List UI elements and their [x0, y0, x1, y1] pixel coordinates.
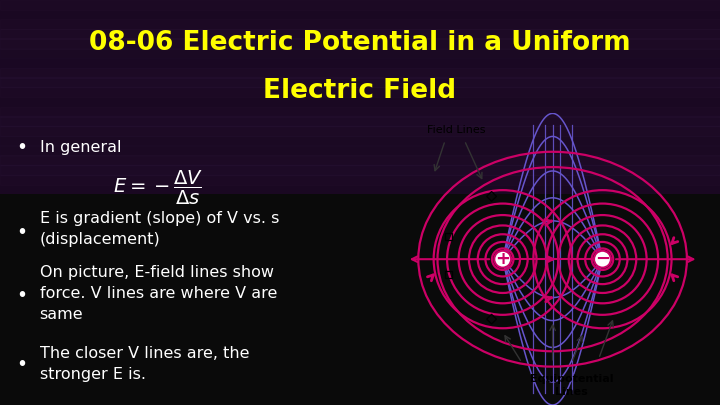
Bar	[0, 116, 720, 126]
Bar	[0, 136, 720, 146]
Text: +: +	[495, 250, 510, 268]
Bar	[0, 0, 720, 10]
Bar	[0, 87, 720, 97]
Bar	[0, 77, 720, 87]
Bar	[0, 38, 720, 49]
Bar	[0, 58, 720, 68]
Bar	[0, 9, 720, 19]
Text: •: •	[16, 355, 27, 374]
Bar	[0, 29, 720, 39]
Bar	[0, 175, 720, 185]
Text: Electric Field: Electric Field	[264, 78, 456, 104]
Bar	[0, 126, 720, 136]
Bar	[0, 97, 720, 107]
Bar	[0, 155, 720, 165]
Bar	[445, 233, 452, 240]
Text: E is gradient (slope) of V vs. s
(displacement): E is gradient (slope) of V vs. s (displa…	[40, 211, 279, 247]
Bar	[0, 145, 720, 156]
Text: Equipotential
Lines: Equipotential Lines	[530, 374, 613, 397]
Bar	[0, 48, 720, 58]
Text: On picture, E-field lines show
force. V lines are where V are
same: On picture, E-field lines show force. V …	[40, 265, 277, 322]
Text: In general: In general	[40, 140, 121, 156]
Bar	[0, 68, 720, 78]
Circle shape	[494, 251, 511, 268]
Bar	[0, 0, 720, 194]
Text: $E = -\dfrac{\Delta V}{\Delta s}$: $E = -\dfrac{\Delta V}{\Delta s}$	[113, 169, 204, 207]
Bar	[487, 314, 497, 324]
Bar	[0, 107, 720, 117]
Text: •: •	[16, 224, 27, 242]
Text: 08-06 Electric Potential in a Uniform: 08-06 Electric Potential in a Uniform	[89, 30, 631, 55]
Bar	[487, 192, 497, 201]
Circle shape	[594, 251, 611, 268]
Bar	[445, 271, 452, 278]
Text: Field Lines: Field Lines	[428, 125, 486, 135]
Bar	[0, 184, 720, 194]
Text: •: •	[16, 286, 27, 305]
Bar	[0, 19, 720, 29]
Bar	[0, 165, 720, 175]
Text: −: −	[595, 249, 610, 267]
Text: The closer V lines are, the
stronger E is.: The closer V lines are, the stronger E i…	[40, 347, 249, 382]
Text: •: •	[16, 139, 27, 157]
